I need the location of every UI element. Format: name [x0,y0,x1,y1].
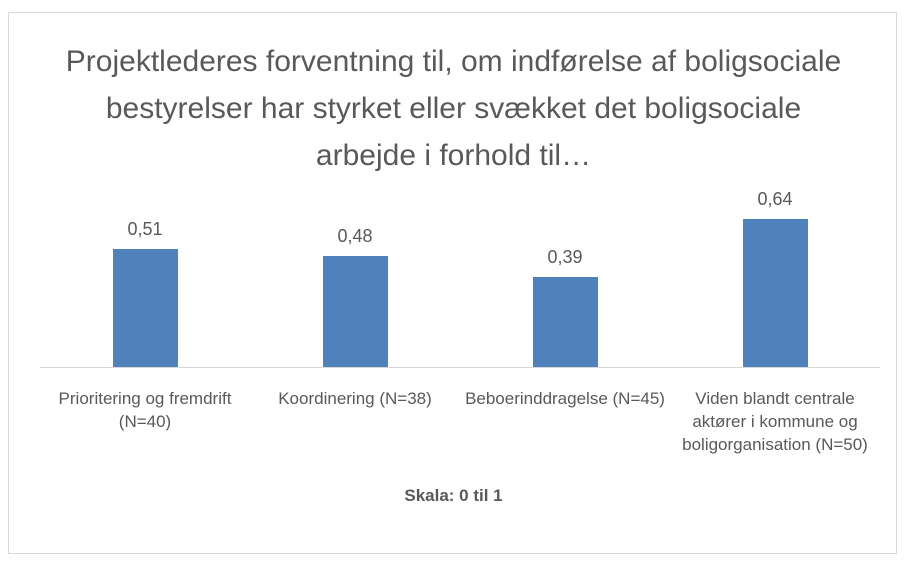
baseline [40,367,880,368]
data-label: 0,48 [337,226,373,246]
data-label: 0,64 [757,189,793,209]
chart-title: Projektlederes forventning til, om indfø… [65,45,842,172]
data-label: 0,39 [547,246,583,267]
x-tick-label: Koordinering (N=38) [278,389,432,408]
x-axis-label: Skala: 0 til 1 [404,486,503,505]
x-tick-label: Prioritering og fremdrift (N=40) [58,389,232,431]
bar [742,219,808,367]
x-tick-label: Beboerinddragelse (N=45) [465,389,665,408]
bar [322,256,388,367]
data-label: 0,51 [127,219,163,240]
bar [112,249,178,367]
chart-frame [8,12,897,554]
x-tick-label: Viden blandt centrale aktører i kommune … [682,389,868,454]
bar [532,276,598,367]
